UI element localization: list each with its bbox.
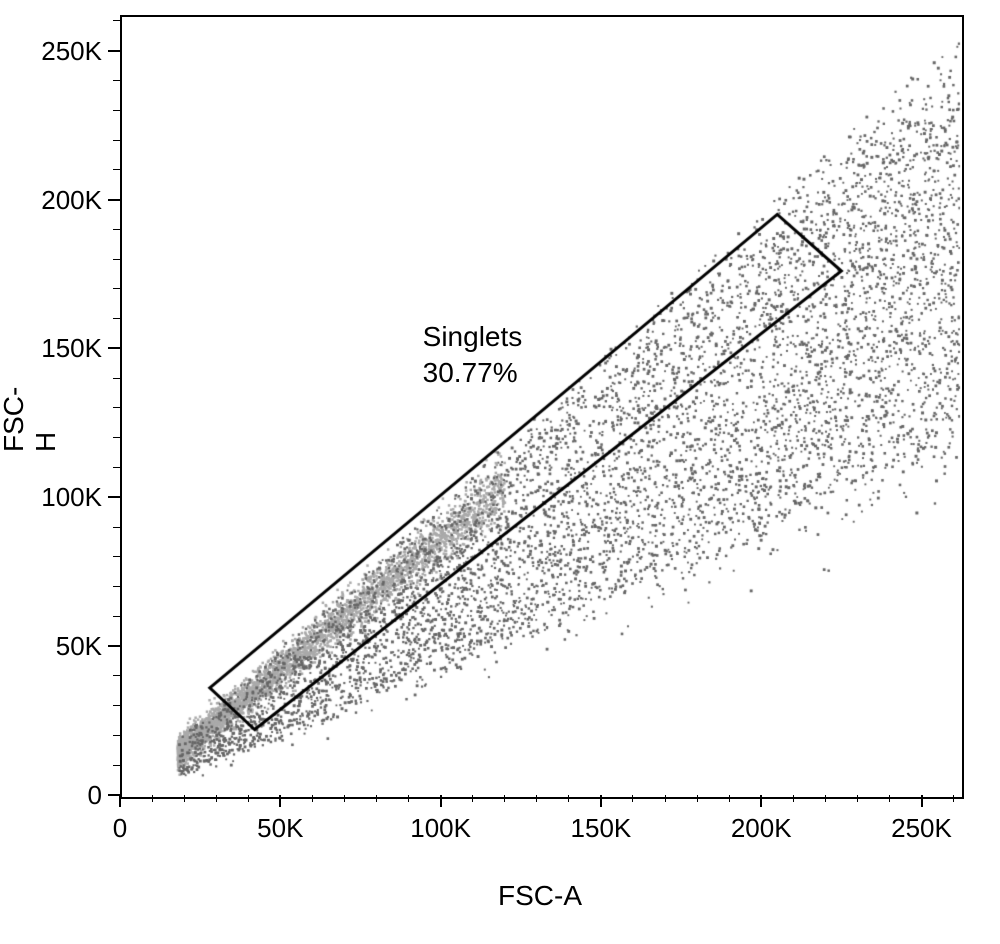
y-tick-label: 250K <box>30 36 102 67</box>
x-tick-label: 250K <box>882 813 962 844</box>
y-tick-label: 200K <box>30 185 102 216</box>
x-tick-label: 150K <box>561 813 641 844</box>
x-tick-label: 200K <box>721 813 801 844</box>
y-tick-label: 0 <box>30 780 102 811</box>
y-tick-label: 100K <box>30 482 102 513</box>
plot-border <box>120 15 964 799</box>
gate-label-name: Singlets <box>423 319 523 355</box>
scatter-chart: FSC-H FSC-A 0 50K 100K 150K 200K 250K 0 50K 100K… <box>0 0 1000 944</box>
x-tick-label: 0 <box>80 813 160 844</box>
y-tick-label: 50K <box>30 631 102 662</box>
x-tick-label: 50K <box>240 813 320 844</box>
y-tick-label: 150K <box>30 333 102 364</box>
gate-label-percent: 30.77% <box>423 355 523 391</box>
y-axis-label: FSC-H <box>0 392 62 452</box>
x-tick-label: 100K <box>401 813 481 844</box>
gate-label: Singlets 30.77% <box>423 319 523 392</box>
x-axis-label: FSC-A <box>490 880 590 912</box>
